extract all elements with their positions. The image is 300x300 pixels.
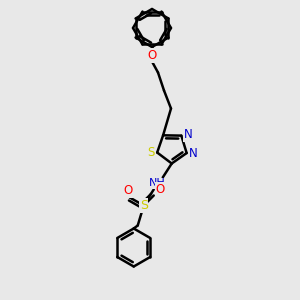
Text: S: S: [140, 199, 148, 212]
Text: N: N: [184, 128, 193, 141]
Text: O: O: [123, 184, 132, 197]
Text: O: O: [155, 183, 164, 196]
Text: N: N: [189, 146, 198, 160]
Text: O: O: [147, 49, 157, 62]
Text: NH: NH: [149, 178, 166, 188]
Text: S: S: [148, 146, 155, 159]
